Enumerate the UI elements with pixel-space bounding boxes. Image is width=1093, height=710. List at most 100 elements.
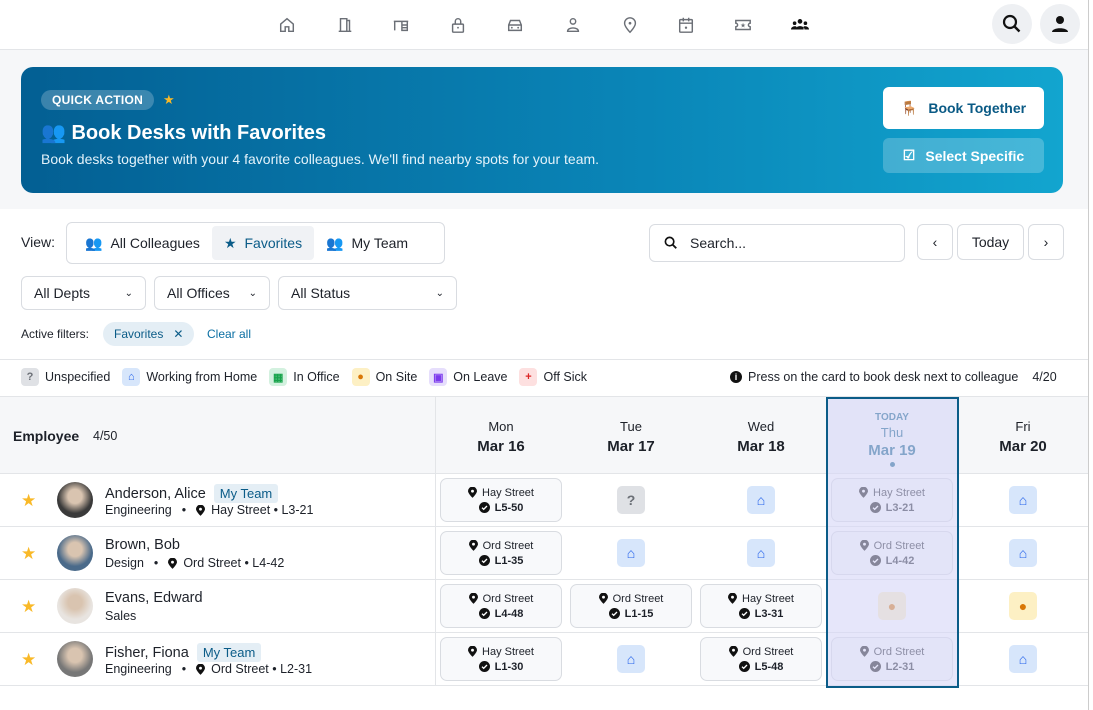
location-pin-icon (196, 663, 206, 675)
book-together-label: Book Together (928, 100, 1027, 116)
desk-booking-card[interactable]: Ord Street L1-35 (440, 531, 562, 575)
status-cell-home[interactable]: ⌂ (700, 478, 822, 522)
office-name: Ord Street (482, 539, 534, 552)
nav-ticket[interactable]: ★ (732, 14, 754, 36)
search-input[interactable] (690, 235, 890, 251)
office-value: All Offices (167, 285, 230, 301)
home-icon: ⌂ (1009, 486, 1037, 514)
check-circle-icon (738, 608, 750, 619)
question-icon: ? (617, 486, 645, 514)
nav-door[interactable] (334, 14, 356, 36)
status-select[interactable]: All Status ⌄ (278, 276, 457, 310)
status-cell-home[interactable]: ⌂ (962, 531, 1084, 575)
favorite-star-icon[interactable]: ★ (21, 597, 37, 616)
banner-subtitle: Book desks together with your 4 favorite… (41, 151, 600, 167)
desk-booking-card[interactable]: Hay Street L5-50 (440, 478, 562, 522)
view-favorites[interactable]: ★ Favorites (211, 226, 315, 260)
quick-action-badge: QUICK ACTION (41, 90, 155, 110)
check-circle-icon (738, 661, 750, 672)
today-column-highlight (826, 397, 959, 688)
location-pin-icon: ● (351, 368, 370, 386)
favorite-star-icon[interactable]: ★ (21, 650, 37, 669)
employee-name[interactable]: Brown, Bob (105, 537, 180, 553)
filter-chip-favorites: Favorites ✕ (103, 322, 195, 346)
hint-text: Press on the card to book desk next to c… (748, 370, 1019, 384)
view-all-colleagues[interactable]: 👥 All Colleagues (73, 226, 212, 260)
status-cell-onsite[interactable]: ● (962, 584, 1084, 628)
legend-item: + Off Sick (519, 368, 587, 386)
desk-booking-card[interactable]: Ord Street L5-48 (700, 637, 822, 681)
office-name: Ord Street (742, 645, 794, 658)
legend-item: ▦ In Office (269, 368, 340, 386)
chevron-down-icon: ⌄ (124, 287, 133, 299)
legend-label: On Site (375, 370, 418, 384)
nav-team[interactable] (789, 14, 811, 36)
location-pin-icon (196, 504, 206, 516)
dept-value: All Depts (34, 285, 91, 301)
car-icon (507, 19, 523, 32)
default-location: Ord Street • L4-42 (183, 556, 285, 570)
status-cell-home[interactable]: ⌂ (962, 637, 1084, 681)
status-cell-home[interactable]: ⌂ (570, 531, 692, 575)
status-cell-unspecified[interactable]: ? (570, 478, 692, 522)
desk-booking-card[interactable]: Ord Street L1-15 (570, 584, 692, 628)
favorite-star-icon[interactable]: ★ (21, 491, 37, 510)
next-week-button[interactable]: › (1028, 224, 1064, 260)
employee-name[interactable]: Fisher, Fiona My Team (105, 643, 262, 662)
desk-booking-card[interactable]: Hay Street L1-30 (440, 637, 562, 681)
day-date: Mar 16 (477, 438, 525, 455)
select-specific-label: Select Specific (925, 147, 1025, 164)
clear-all-link[interactable]: Clear all (207, 327, 252, 341)
nav-home[interactable] (276, 14, 298, 36)
name-text: Fisher, Fiona (105, 644, 189, 661)
desk-booking-card[interactable]: Ord Street L4-48 (440, 584, 562, 628)
legend-item: ⌂ Working from Home (122, 368, 257, 386)
avatar (57, 535, 93, 571)
hint-count: 4/20 (1032, 370, 1057, 384)
status-cell-home[interactable]: ⌂ (700, 531, 822, 575)
employee-name[interactable]: Evans, Edward (105, 590, 203, 606)
legend-item: ? Unspecified (21, 368, 110, 386)
nav-car[interactable] (504, 14, 526, 36)
view-my-team[interactable]: 👥 My Team (314, 226, 420, 260)
option-label: All Colleagues (110, 235, 200, 251)
book-together-button[interactable]: 🪑 Book Together (883, 87, 1044, 129)
location-pin-icon (728, 593, 738, 604)
location-pin-icon (168, 557, 178, 569)
nav-lock[interactable] (447, 14, 469, 36)
status-cell-home[interactable]: ⌂ (570, 637, 692, 681)
profile-button[interactable] (1040, 4, 1080, 44)
day-header: Fri Mar 20 (958, 397, 1088, 475)
department: Engineering (105, 503, 172, 517)
nav-person[interactable] (562, 14, 584, 36)
close-icon[interactable]: ✕ (173, 327, 184, 341)
desk-booking-card[interactable]: Hay Street L3-31 (700, 584, 822, 628)
search-button[interactable] (992, 4, 1032, 44)
department: Sales (105, 609, 137, 623)
employee-name[interactable]: Anderson, Alice My Team (105, 484, 279, 503)
favorite-star-icon[interactable]: ★ (21, 544, 37, 563)
check-circle-icon (478, 661, 490, 672)
people-icon: 👥 (85, 234, 103, 251)
office-name: Hay Street (742, 592, 794, 605)
legend-label: In Office (293, 370, 340, 384)
location-pin-icon (468, 593, 478, 604)
home-icon: ⌂ (1009, 645, 1037, 673)
today-button[interactable]: Today (957, 224, 1024, 260)
nav-desk[interactable] (390, 14, 412, 36)
avatar (57, 482, 93, 518)
option-label: Favorites (244, 235, 303, 251)
status-legend: ? Unspecified ⌂ Working from Home ▦ In Office… (21, 368, 591, 386)
dept-select[interactable]: All Depts ⌄ (21, 276, 146, 310)
star-icon: ★ (223, 234, 237, 251)
nav-calendar[interactable] (675, 14, 697, 36)
search-box (649, 224, 905, 262)
option-label: My Team (351, 235, 409, 251)
medical-icon: + (519, 368, 538, 386)
home-icon (279, 17, 295, 33)
status-cell-home[interactable]: ⌂ (962, 478, 1084, 522)
office-select[interactable]: All Offices ⌄ (154, 276, 270, 310)
nav-location-pin[interactable] (619, 14, 641, 36)
select-specific-button[interactable]: ☑ Select Specific (883, 138, 1044, 173)
prev-week-button[interactable]: ‹ (917, 224, 953, 260)
